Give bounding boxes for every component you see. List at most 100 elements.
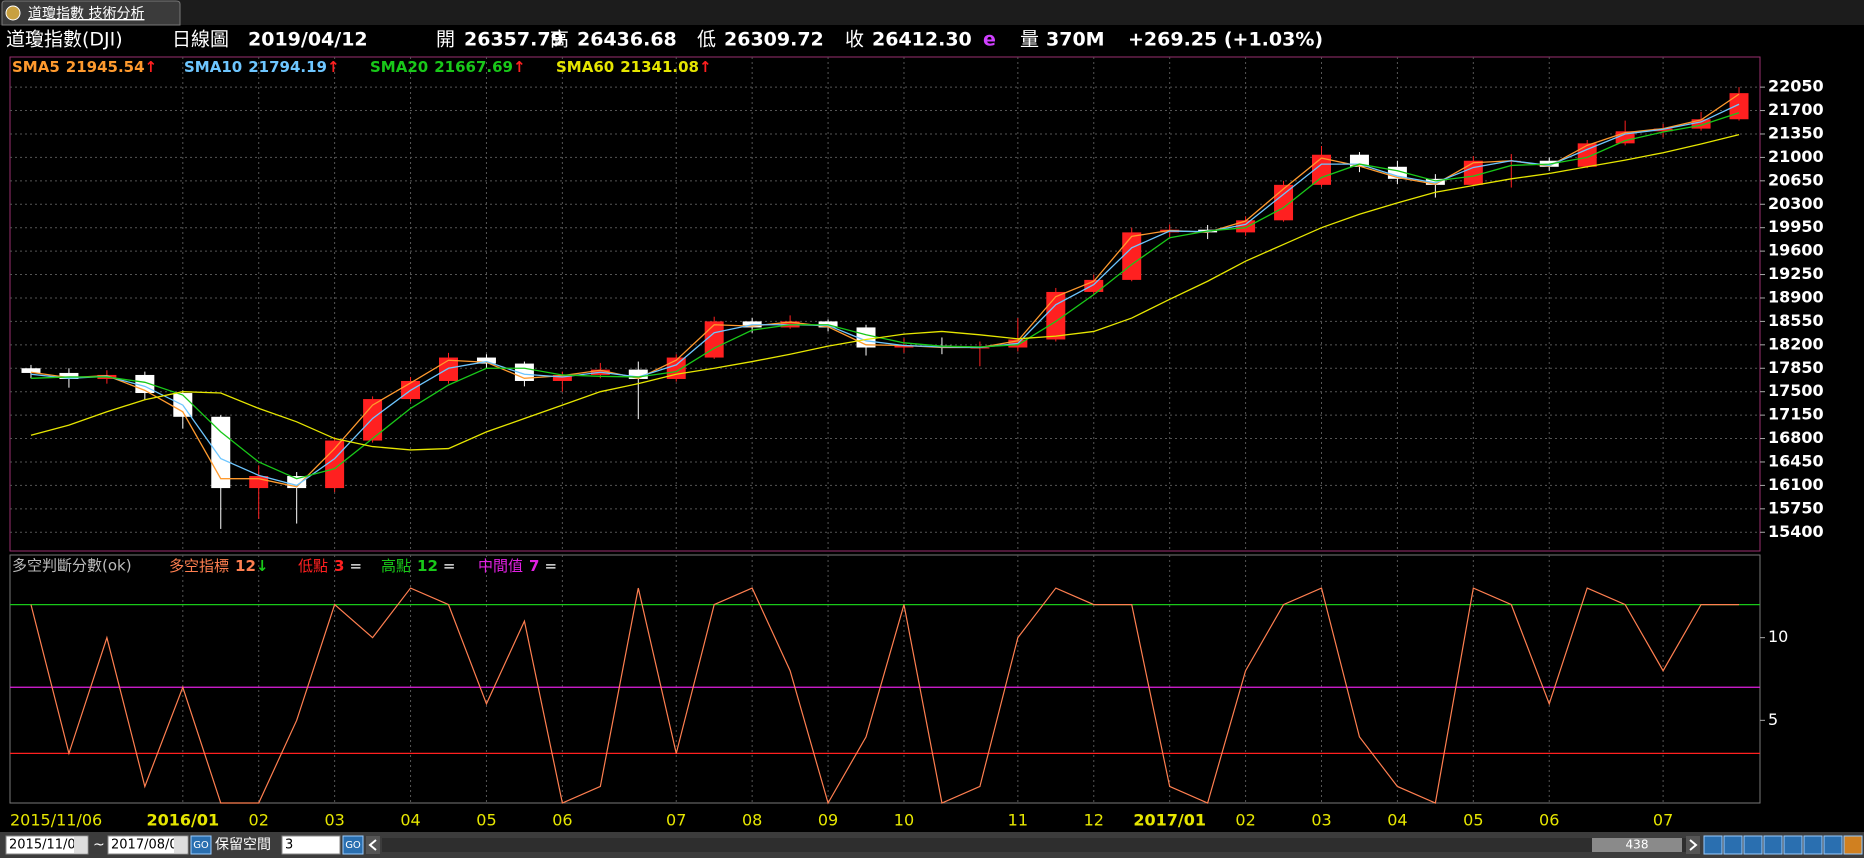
sma-line xyxy=(30,112,1740,480)
y-tick-label: 19950 xyxy=(1768,217,1824,236)
tool-icon[interactable] xyxy=(1723,835,1743,855)
x-tick-label: 2017/01 xyxy=(1133,811,1206,830)
toolbar-sep: ~ xyxy=(93,837,105,853)
tool-icon[interactable] xyxy=(1743,835,1763,855)
y-tick-label: 17500 xyxy=(1768,381,1824,400)
x-tick-label: 2016/01 xyxy=(146,811,219,830)
header-text: 26357.79 xyxy=(464,29,564,51)
y-tick-label: 16450 xyxy=(1768,451,1824,470)
candle-body xyxy=(628,369,648,379)
end-date-text[interactable]: 2017/08/03 xyxy=(111,838,186,853)
header-text: 收 xyxy=(845,29,864,51)
y-tick-label: 21350 xyxy=(1768,123,1824,142)
candle-body xyxy=(1653,128,1673,132)
scroll-thumb[interactable] xyxy=(1592,838,1682,852)
tool-icon[interactable] xyxy=(1823,835,1843,855)
level-legend: 高點 12 = xyxy=(381,557,455,575)
end-date-arrow[interactable] xyxy=(174,837,187,853)
start-date[interactable] xyxy=(5,835,89,855)
go-text[interactable]: GO xyxy=(345,840,361,851)
legend-name: 多空指標 xyxy=(169,557,229,575)
y-tick-label: 20300 xyxy=(1768,194,1824,213)
header-text: 26436.68 xyxy=(577,29,677,51)
level-value: 12 xyxy=(417,557,438,575)
indicator-title: 多空判斷分數(ok) xyxy=(12,557,132,575)
header-text: 26309.72 xyxy=(724,29,824,51)
level-suffix: = xyxy=(544,557,557,575)
start-date-arrow[interactable] xyxy=(74,837,87,853)
candle-body xyxy=(1463,160,1483,185)
legend-value: 21667.69 xyxy=(434,58,513,76)
scroll-right[interactable] xyxy=(1686,836,1700,854)
candle-body xyxy=(1046,291,1066,340)
tab[interactable] xyxy=(1,0,181,26)
tool-icon[interactable] xyxy=(1763,835,1783,855)
candle-body xyxy=(1577,143,1597,167)
sma-line xyxy=(30,133,1740,451)
candle-body xyxy=(249,476,269,489)
header-text: 高 xyxy=(550,29,569,51)
y-tick-label: 10 xyxy=(1768,627,1788,646)
y-tick-label: 19250 xyxy=(1768,264,1824,283)
header-text: 量 xyxy=(1020,29,1039,51)
tool-icon[interactable] xyxy=(1803,835,1823,855)
go-text[interactable]: GO xyxy=(193,840,209,851)
legend-entry: SMA60 21341.08↑ xyxy=(556,58,712,76)
reserve-value[interactable]: 3 xyxy=(285,838,293,853)
y-tick-label: 21700 xyxy=(1768,100,1824,119)
level-suffix: = xyxy=(443,557,456,575)
candle-body xyxy=(1236,220,1256,233)
header-text: 26412.30 xyxy=(872,29,972,51)
y-tick-label: 16800 xyxy=(1768,428,1824,447)
legend-arrow: ↑ xyxy=(513,58,526,76)
tab-bar xyxy=(0,0,1864,25)
legend-entry: 多空指標 12↓ xyxy=(169,557,268,575)
go-button[interactable] xyxy=(342,835,364,855)
tab-title[interactable]: 道瓊指數 技術分析 xyxy=(28,6,144,22)
y-tick-label: 18900 xyxy=(1768,287,1824,306)
legend-value: 21794.19 xyxy=(248,58,327,76)
tool-icon[interactable] xyxy=(1843,835,1863,855)
start-date-text[interactable]: 2015/11/06 xyxy=(9,838,84,853)
tool-icon[interactable] xyxy=(1783,835,1803,855)
legend-name: SMA60 xyxy=(556,58,614,76)
indicator-line xyxy=(30,587,1740,805)
x-tick-label: 06 xyxy=(552,811,572,830)
end-date[interactable] xyxy=(107,835,189,855)
tool-icon[interactable] xyxy=(1703,835,1723,855)
candle-body xyxy=(704,321,724,358)
go-button[interactable] xyxy=(190,835,212,855)
x-tick-label: 11 xyxy=(1008,811,1028,830)
y-tick-label: 21000 xyxy=(1768,147,1824,166)
x-tick-label: 05 xyxy=(1463,811,1483,830)
candle-body xyxy=(894,345,914,348)
x-tick-label: 12 xyxy=(1084,811,1104,830)
legend-entry: SMA20 21667.69↑ xyxy=(370,58,526,76)
header-text: 2019/04/12 xyxy=(248,29,368,51)
header-text: 低 xyxy=(697,29,716,51)
scroll-track[interactable] xyxy=(382,838,1686,852)
x-tick-label: 08 xyxy=(742,811,762,830)
reserve-input[interactable] xyxy=(281,835,341,855)
indicator-panel xyxy=(9,554,1761,804)
x-tick-label: 03 xyxy=(1311,811,1331,830)
candle-body xyxy=(1425,178,1445,185)
scroll-right-icon[interactable] xyxy=(1689,839,1698,851)
level-name: 中間值 xyxy=(478,557,523,575)
scroll-left[interactable] xyxy=(366,836,380,854)
level-value: 3 xyxy=(334,557,344,575)
tab-icon[interactable] xyxy=(5,5,21,21)
x-tick-label: 02 xyxy=(1235,811,1255,830)
header-text: 開 xyxy=(436,29,455,51)
x-tick-label: 10 xyxy=(894,811,914,830)
legend-value: 21945.54 xyxy=(66,58,145,76)
y-tick-label: 5 xyxy=(1768,710,1778,729)
x-tick-label: 2015/11/06 xyxy=(10,811,102,830)
y-tick-label: 17850 xyxy=(1768,358,1824,377)
legend-name: SMA10 xyxy=(184,58,242,76)
x-tick-label: 06 xyxy=(1539,811,1559,830)
scroll-left-icon[interactable] xyxy=(368,839,377,851)
legend-arrow: ↑ xyxy=(699,58,712,76)
candle-body xyxy=(59,372,79,379)
legend-value: 21341.08 xyxy=(620,58,699,76)
